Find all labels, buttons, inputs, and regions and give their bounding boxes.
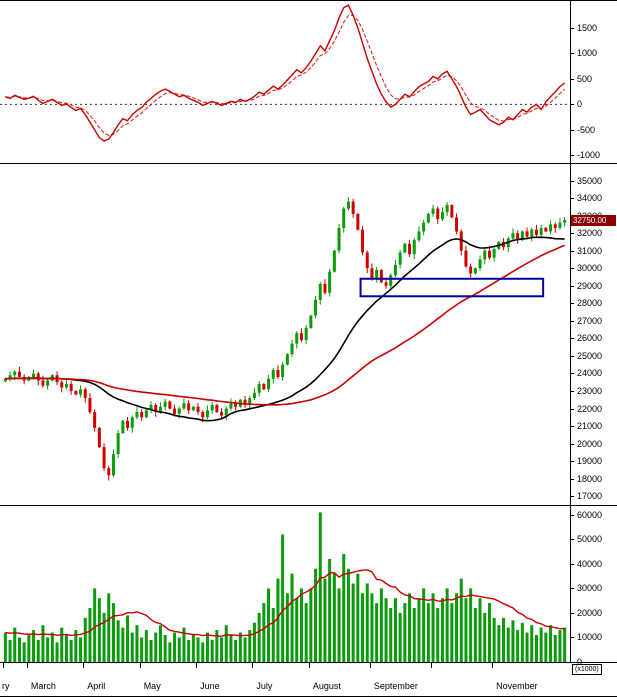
x-axis-month-label: ry — [2, 681, 10, 691]
y-axis-label: 500 — [577, 73, 593, 84]
y-axis-label: 21000 — [577, 421, 603, 432]
y-axis-tick — [570, 180, 574, 182]
y-axis-label: 1000 — [577, 48, 598, 59]
y-axis-label: 32000 — [577, 228, 603, 239]
y-axis-tick — [570, 268, 574, 270]
x-axis-month-label: September — [373, 681, 418, 691]
y-axis-label: 30000 — [577, 263, 603, 274]
x-axis-tick — [83, 663, 85, 668]
x-axis-tick — [492, 663, 494, 668]
y-axis-label: 60000 — [577, 509, 603, 520]
y-axis-label: 22000 — [577, 403, 603, 414]
x-axis-tick — [26, 663, 28, 668]
y-axis-tick — [570, 233, 574, 235]
panel-separator-2 — [0, 505, 617, 506]
oscillator-panel — [0, 4, 570, 142]
y-axis-label: 35000 — [577, 175, 603, 186]
x-axis-month-label: May — [143, 681, 161, 691]
y-axis-tick — [570, 250, 574, 252]
y-axis-tick — [570, 155, 574, 157]
volume-unit-label: (x1000) — [572, 664, 602, 675]
y-axis-label: 20000 — [577, 438, 603, 449]
y-axis-tick — [570, 198, 574, 200]
y-axis-tick — [570, 637, 574, 639]
ma-fast-line — [5, 236, 565, 422]
x-axis-month-label: April — [87, 681, 106, 691]
x-axis-tick — [252, 663, 254, 668]
y-axis-label: 19000 — [577, 456, 603, 467]
y-axis-tick — [570, 320, 574, 322]
x-axis-line — [0, 662, 617, 663]
y-axis-tick — [570, 478, 574, 480]
y-axis-tick — [570, 373, 574, 375]
y-axis-tick — [570, 496, 574, 498]
last-price-tag: 32750.00 — [571, 215, 616, 226]
y-axis-tick — [570, 426, 574, 428]
y-axis-label: 40000 — [577, 558, 603, 569]
candlestick-series — [3, 197, 567, 481]
y-axis-tick — [570, 514, 574, 516]
y-axis-tick — [570, 539, 574, 541]
panel-separator-1 — [0, 163, 617, 164]
y-axis-tick — [570, 129, 574, 131]
panel-border-top — [0, 0, 617, 1]
y-axis-label: 24000 — [577, 368, 603, 379]
support-zone-box — [359, 277, 545, 298]
x-axis-tick — [139, 663, 141, 668]
y-axis-label: 1500 — [577, 23, 598, 34]
y-axis-label: 25000 — [577, 350, 603, 361]
x-axis-tick — [431, 663, 433, 668]
x-axis-month-label: July — [256, 681, 273, 691]
x-axis-tick — [196, 663, 198, 668]
y-axis-tick — [570, 588, 574, 590]
x-axis-tick — [369, 663, 371, 668]
y-axis-label: 31000 — [577, 245, 603, 256]
y-axis-label: 27000 — [577, 315, 603, 326]
y-axis-label: 50000 — [577, 534, 603, 545]
y-axis-label: -500 — [577, 124, 596, 135]
x-axis-tick — [308, 663, 310, 668]
y-axis-tick — [570, 285, 574, 287]
y-axis-label: 34000 — [577, 193, 603, 204]
y-axis-tick — [570, 391, 574, 392]
y-axis-label: -1000 — [577, 150, 601, 161]
y-axis-tick — [570, 303, 574, 305]
y-axis-tick — [570, 355, 574, 357]
y-axis-tick — [570, 28, 574, 30]
y-axis-label: 29000 — [577, 280, 603, 291]
y-axis-tick — [570, 53, 574, 55]
y-axis-tick — [570, 408, 574, 410]
y-axis-label: 26000 — [577, 333, 603, 344]
y-axis-tick — [570, 78, 574, 80]
oscillator-line — [5, 4, 566, 142]
y-axis-label: 17000 — [577, 491, 603, 502]
y-axis-label: 23000 — [577, 386, 603, 396]
volume-panel — [3, 512, 567, 662]
x-axis-month-label: March — [30, 681, 56, 691]
y-axis-tick — [570, 461, 574, 463]
y-axis-label: 0 — [577, 99, 583, 110]
y-axis-tick — [570, 563, 574, 565]
y-axis-tick — [570, 104, 574, 106]
y-axis-label: 20000 — [577, 607, 603, 618]
x-axis-month-label: November — [496, 681, 538, 691]
ma-slow-line — [5, 244, 565, 406]
price-panel — [3, 197, 567, 481]
x-axis-month-label: August — [312, 681, 341, 691]
y-axis-label: 10000 — [577, 632, 603, 643]
y-axis-tick — [570, 338, 574, 340]
volume-bars — [3, 512, 567, 662]
y-axis-label: 28000 — [577, 298, 603, 309]
y-axis-tick — [570, 662, 574, 663]
volume-ma-line — [5, 569, 565, 637]
x-axis-month-label: June — [200, 681, 220, 691]
y-axis-label: 30000 — [577, 583, 603, 594]
oscillator-signal-line — [5, 14, 565, 136]
y-axis-tick — [570, 443, 574, 445]
x-axis-tick — [3, 663, 5, 668]
y-axis-tick — [570, 612, 574, 614]
y-axis-line — [570, 0, 571, 662]
y-axis-label: 18000 — [577, 473, 603, 484]
